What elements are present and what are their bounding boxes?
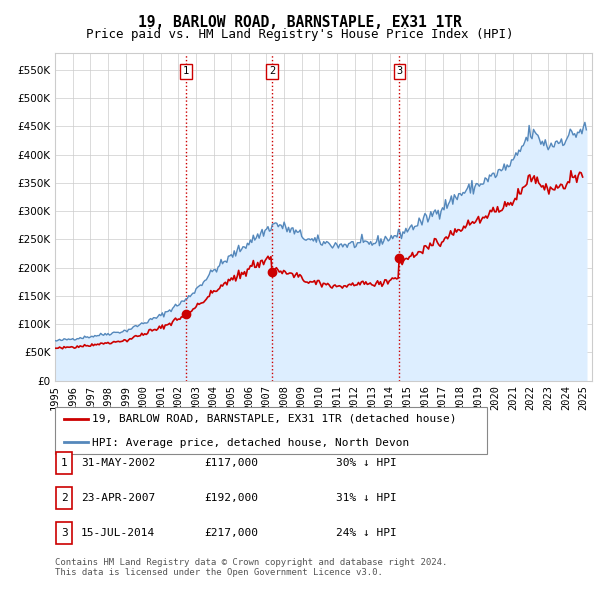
FancyBboxPatch shape bbox=[56, 487, 73, 509]
Text: Contains HM Land Registry data © Crown copyright and database right 2024.
This d: Contains HM Land Registry data © Crown c… bbox=[55, 558, 448, 577]
Text: 2: 2 bbox=[61, 493, 68, 503]
Text: 1: 1 bbox=[61, 458, 68, 468]
Text: 3: 3 bbox=[61, 528, 68, 538]
Text: 3: 3 bbox=[396, 66, 403, 76]
Text: HPI: Average price, detached house, North Devon: HPI: Average price, detached house, Nort… bbox=[92, 438, 409, 447]
Text: 30% ↓ HPI: 30% ↓ HPI bbox=[336, 458, 397, 468]
Text: 19, BARLOW ROAD, BARNSTAPLE, EX31 1TR (detached house): 19, BARLOW ROAD, BARNSTAPLE, EX31 1TR (d… bbox=[92, 414, 457, 424]
Text: £117,000: £117,000 bbox=[204, 458, 258, 468]
Text: Price paid vs. HM Land Registry's House Price Index (HPI): Price paid vs. HM Land Registry's House … bbox=[86, 28, 514, 41]
Text: 23-APR-2007: 23-APR-2007 bbox=[81, 493, 155, 503]
Text: 24% ↓ HPI: 24% ↓ HPI bbox=[336, 528, 397, 538]
Text: 19, BARLOW ROAD, BARNSTAPLE, EX31 1TR: 19, BARLOW ROAD, BARNSTAPLE, EX31 1TR bbox=[138, 15, 462, 30]
Text: 15-JUL-2014: 15-JUL-2014 bbox=[81, 528, 155, 538]
FancyBboxPatch shape bbox=[55, 407, 487, 454]
Text: £217,000: £217,000 bbox=[204, 528, 258, 538]
FancyBboxPatch shape bbox=[56, 522, 73, 543]
Text: 31% ↓ HPI: 31% ↓ HPI bbox=[336, 493, 397, 503]
Text: 1: 1 bbox=[183, 66, 189, 76]
Text: £192,000: £192,000 bbox=[204, 493, 258, 503]
Text: 31-MAY-2002: 31-MAY-2002 bbox=[81, 458, 155, 468]
Text: 2: 2 bbox=[269, 66, 275, 76]
FancyBboxPatch shape bbox=[56, 453, 73, 474]
